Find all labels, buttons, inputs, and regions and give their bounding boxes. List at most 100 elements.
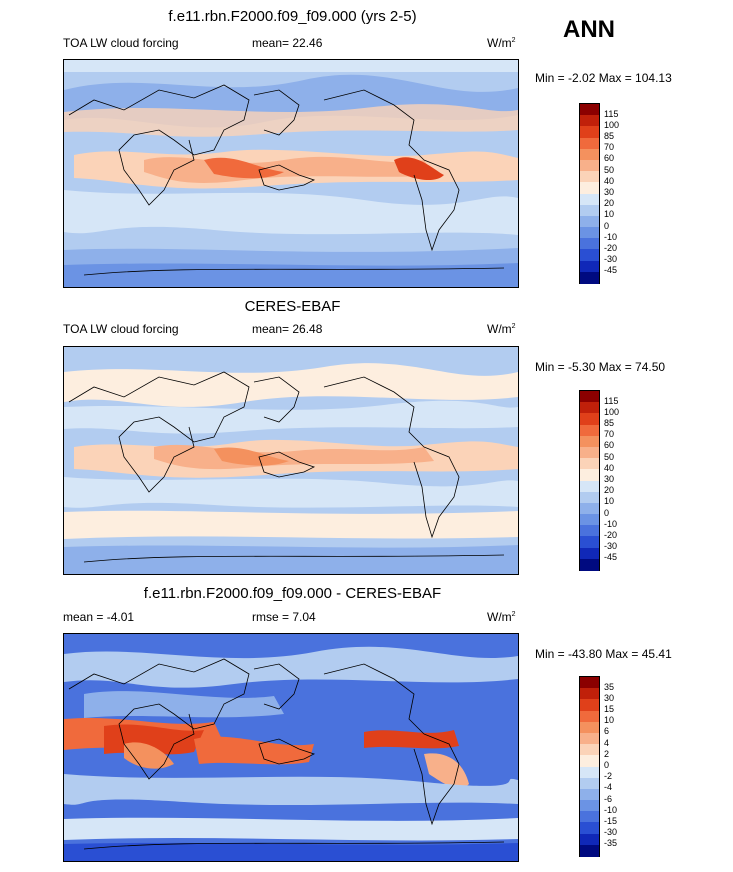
colorbar-swatch (580, 435, 599, 448)
colorbar-swatch (580, 413, 599, 426)
colorbar-swatch (580, 502, 599, 515)
colorbar-swatch (580, 424, 599, 437)
colorbar-tick-label: 50 (604, 451, 615, 462)
colorbar-tick-label: -2 (604, 771, 613, 782)
colorbar-tick-label: 6 (604, 726, 610, 737)
colorbar-tick-label: 0 (604, 507, 610, 518)
colorbar-tick-label: 85 (604, 131, 615, 142)
colorbar-tick-label: -6 (604, 793, 613, 804)
colorbar-swatch (580, 710, 599, 723)
colorbar-swatch (580, 238, 599, 250)
colorbar-swatch (580, 811, 599, 823)
colorbar-tick-label: -4 (604, 782, 613, 793)
colorbar-swatch (580, 137, 599, 150)
colorbar-swatch (580, 458, 599, 470)
panel1-title: f.e11.rbn.F2000.f09_f09.000 (yrs 2-5) (168, 8, 417, 25)
colorbar-swatch (580, 182, 599, 194)
colorbar-swatch (580, 193, 599, 206)
panel2-left-label: TOA LW cloud forcing (63, 322, 179, 336)
colorbar-tick-label: 0 (604, 760, 610, 770)
colorbar-swatch (580, 833, 599, 846)
season-label: ANN (563, 16, 615, 43)
panel2-colorbar-box (579, 390, 600, 571)
colorbar-swatch (580, 525, 599, 537)
colorbar-swatch (580, 148, 599, 161)
colorbar-swatch (580, 469, 599, 481)
colorbar-tick-label: 100 (604, 406, 620, 417)
colorbar-swatch (580, 732, 599, 745)
colorbar-swatch (580, 677, 599, 689)
panel1-minmax: Min = -2.02 Max = 104.13 (535, 71, 672, 85)
panel2-minmax: Min = -5.30 Max = 74.50 (535, 360, 666, 374)
colorbar-swatch (580, 514, 599, 526)
colorbar-swatch (580, 844, 599, 857)
colorbar-tick-label: -30 (604, 254, 618, 265)
colorbar-tick-label: 40 (604, 175, 615, 186)
colorbar-swatch (580, 249, 599, 262)
colorbar-swatch (580, 215, 599, 228)
colorbar-swatch (580, 126, 599, 139)
panel1-map (63, 59, 519, 288)
panel3-minmax: Min = -43.80 Max = 45.41 (535, 647, 672, 661)
panel1-colorbar-box (579, 103, 600, 284)
panel3-unit: W/m2 (487, 610, 516, 624)
colorbar-tick-label: -10 (604, 518, 618, 529)
colorbar-swatch (580, 159, 599, 172)
colorbar-tick-label: -20 (604, 242, 618, 253)
colorbar-swatch (580, 271, 599, 284)
colorbar-tick-label: 50 (604, 164, 615, 175)
panel3-center-label: rmse = 7.04 (252, 610, 316, 624)
colorbar-swatch (580, 402, 599, 414)
colorbar-tick-label: 20 (604, 485, 615, 496)
colorbar-swatch (580, 688, 599, 700)
colorbar-tick-label: -20 (604, 529, 618, 540)
colorbar-tick-label: 70 (604, 429, 615, 440)
colorbar-swatch (580, 171, 599, 183)
panel3-left-label: mean = -4.01 (63, 610, 135, 624)
colorbar-tick-label: 40 (604, 462, 615, 473)
colorbar-swatch (580, 699, 599, 712)
panel1-unit: W/m2 (487, 36, 516, 50)
colorbar-swatch (580, 744, 599, 756)
colorbar-tick-label: -30 (604, 541, 618, 552)
colorbar-tick-label: -10 (604, 804, 618, 815)
colorbar-tick-label: -15 (604, 815, 618, 826)
colorbar-swatch (580, 104, 599, 116)
panel3-title: f.e11.rbn.F2000.f09_f09.000 - CERES-EBAF (143, 585, 442, 602)
colorbar-tick-label: 35 (604, 681, 615, 692)
colorbar-tick-label: -10 (604, 231, 618, 242)
colorbar-swatch (580, 788, 599, 801)
panel2-unit: W/m2 (487, 322, 516, 336)
colorbar-tick-label: 4 (604, 737, 610, 748)
colorbar-tick-label: -30 (604, 827, 618, 838)
colorbar-tick-label: 10 (604, 209, 615, 220)
panel2-map (63, 346, 519, 575)
colorbar-tick-label: 85 (604, 418, 615, 429)
colorbar-tick-label: 115 (604, 108, 619, 119)
colorbar-tick-label: 30 (604, 474, 615, 484)
colorbar-tick-label: 60 (604, 440, 615, 451)
colorbar-tick-label: 30 (604, 692, 615, 703)
colorbar-swatch (580, 721, 599, 734)
colorbar-swatch (580, 558, 599, 571)
colorbar-swatch (580, 227, 599, 239)
colorbar-tick-label: -45 (604, 265, 618, 276)
colorbar-swatch (580, 536, 599, 549)
colorbar-swatch (580, 491, 599, 504)
colorbar-swatch (580, 800, 599, 812)
colorbar-swatch (580, 446, 599, 459)
colorbar-swatch (580, 391, 599, 403)
panel1-center-label: mean= 22.46 (252, 36, 323, 50)
colorbar-tick-label: 115 (604, 395, 619, 406)
colorbar-swatch (580, 755, 599, 767)
panel1-left-label: TOA LW cloud forcing (63, 36, 179, 50)
colorbar-tick-label: 2 (604, 748, 610, 759)
colorbar-tick-label: 10 (604, 496, 615, 507)
colorbar-tick-label: -35 (604, 838, 618, 849)
panel2-title: CERES-EBAF (244, 298, 341, 315)
colorbar-swatch (580, 777, 599, 790)
colorbar-tick-label: 0 (604, 220, 610, 231)
panel3-map (63, 633, 519, 862)
colorbar-tick-label: 100 (604, 119, 620, 130)
colorbar-tick-label: 20 (604, 198, 615, 209)
